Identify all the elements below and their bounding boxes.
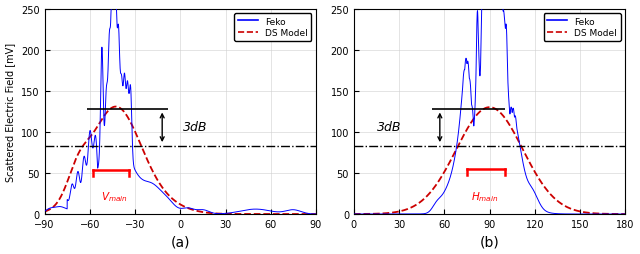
Feko [312,213,320,216]
DS Model [350,213,358,216]
DS Model [621,213,629,216]
Feko [426,210,433,213]
Feko [41,210,49,213]
DS Model [420,197,428,200]
Feko [519,161,527,164]
Feko [514,134,522,137]
Legend: Feko, DS Model: Feko, DS Model [234,14,312,42]
DS Model [157,184,164,187]
Feko [108,8,115,11]
Feko [205,210,212,213]
DS Model [111,106,119,109]
Feko [478,8,486,11]
DS Model [41,210,49,213]
DS Model [486,106,493,109]
Feko [99,68,107,71]
DS Model [275,213,283,216]
Feko [116,71,124,74]
Legend: Feko, DS Model: Feko, DS Model [544,14,621,42]
Feko [210,212,218,215]
DS Model [543,189,551,192]
Feko [350,213,358,216]
DS Model [380,212,387,215]
Feko [621,213,629,216]
Text: $V_{main}$: $V_{main}$ [100,189,127,203]
DS Model [234,213,242,216]
DS Model [584,211,592,214]
Text: $H_{main}$: $H_{main}$ [471,189,499,203]
Line: DS Model: DS Model [45,107,316,214]
Feko [287,209,294,212]
DS Model [245,213,253,216]
Line: Feko: Feko [354,9,625,214]
Line: Feko: Feko [45,9,316,214]
DS Model [112,106,120,109]
Feko [408,213,416,216]
X-axis label: (a): (a) [170,234,190,248]
Feko [312,213,319,216]
DS Model [312,213,320,216]
DS Model [555,200,563,203]
Feko [621,213,629,216]
Text: 3dB: 3dB [376,121,401,134]
Text: 3dB: 3dB [183,121,208,134]
DS Model [466,123,474,126]
Feko [596,213,604,216]
X-axis label: (b): (b) [480,234,499,248]
DS Model [70,162,78,165]
Y-axis label: Scattered Electric Field [mV]: Scattered Electric Field [mV] [6,43,15,181]
Line: DS Model: DS Model [354,108,625,214]
